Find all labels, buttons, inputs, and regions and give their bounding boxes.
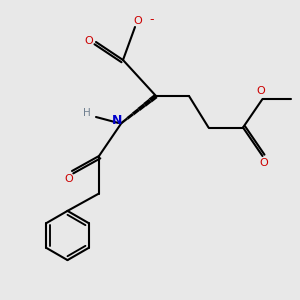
Text: O: O [256, 86, 266, 97]
Text: -: - [149, 13, 154, 26]
Text: N: N [112, 113, 122, 127]
Text: O: O [134, 16, 142, 26]
Text: O: O [64, 173, 74, 184]
Text: O: O [84, 35, 93, 46]
Text: H: H [83, 107, 91, 118]
Text: O: O [260, 158, 268, 169]
